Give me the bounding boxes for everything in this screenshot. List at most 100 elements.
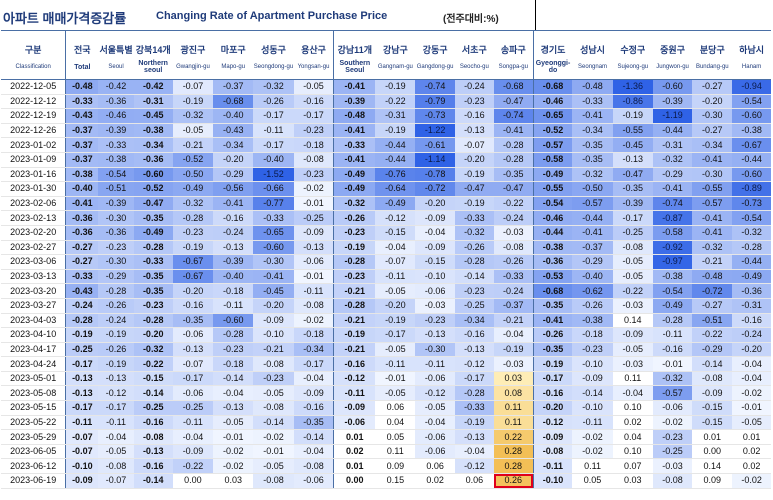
- value-cell: -0.40: [65, 181, 99, 197]
- value-cell: -0.47: [612, 167, 653, 183]
- column-header-en-17: Bundang-gu: [692, 55, 733, 80]
- value-cell: -0.54: [98, 167, 134, 183]
- row-date: 2022-12-05: [1, 79, 66, 95]
- value-cell: -0.79: [415, 94, 455, 110]
- value-cell: -0.13: [415, 327, 455, 343]
- value-cell: -0.04: [213, 385, 254, 402]
- table-row: 2023-04-03 -0.28 -0.24 -0.28 -0.35 -0.60 -0.09…: [1, 313, 771, 329]
- value-cell: -0.15: [692, 400, 733, 416]
- column-header-9: 강남구: [375, 30, 416, 55]
- value-cell: -0.10: [65, 458, 99, 475]
- value-cell: -0.65: [532, 108, 573, 124]
- value-cell: -0.08: [253, 356, 294, 372]
- value-cell: -0.39: [98, 123, 134, 139]
- header-row-english: Classification Total Seoul Northern seoul Gw…: [1, 55, 771, 80]
- value-cell: -0.46: [532, 210, 573, 226]
- value-cell: -0.21: [172, 137, 214, 153]
- value-cell: -0.32: [652, 371, 693, 387]
- value-cell: -0.51: [98, 181, 134, 197]
- value-cell: -0.28: [493, 152, 534, 168]
- value-cell: -0.32: [732, 225, 771, 241]
- value-cell: -0.23: [172, 225, 214, 241]
- table-row: 2023-04-24 -0.17 -0.19 -0.22 -0.07 -0.18 -0.08…: [1, 356, 771, 372]
- value-cell: -0.16: [532, 385, 573, 402]
- value-cell: -0.40: [572, 269, 613, 285]
- value-cell: -0.48: [692, 269, 733, 285]
- value-cell: -0.13: [454, 123, 494, 139]
- value-cell: -0.02: [732, 473, 771, 489]
- value-cell: -0.12: [454, 356, 494, 372]
- value-cell: -0.04: [493, 327, 534, 343]
- value-cell: -0.33: [65, 269, 99, 285]
- table-row: 2023-01-30 -0.40 -0.51 -0.52 -0.49 -0.56 -0.66…: [1, 181, 771, 197]
- value-cell: -0.06: [415, 283, 455, 299]
- value-cell: -0.68: [532, 79, 573, 95]
- value-cell: -0.35: [572, 137, 613, 153]
- value-cell: -0.04: [293, 371, 334, 387]
- value-cell: -0.34: [692, 137, 733, 153]
- value-cell: -0.20: [213, 152, 254, 168]
- value-cell: -0.13: [612, 152, 653, 168]
- value-cell: -0.32: [454, 225, 494, 241]
- value-cell: -0.29: [213, 167, 254, 183]
- value-cell: -0.28: [454, 254, 494, 270]
- row-date: 2023-05-01: [1, 371, 66, 387]
- value-cell: -0.52: [172, 152, 214, 168]
- value-cell: -0.13: [172, 342, 214, 358]
- value-cell: -1.36: [612, 79, 653, 95]
- value-cell: -0.21: [333, 283, 376, 299]
- value-cell: -0.39: [213, 254, 254, 270]
- value-cell: -0.15: [692, 415, 733, 431]
- value-cell: -0.41: [652, 181, 693, 197]
- value-cell: -0.47: [493, 181, 534, 197]
- value-cell: -0.20: [253, 298, 294, 314]
- value-cell: -0.24: [493, 210, 534, 226]
- value-cell: -0.49: [333, 167, 376, 183]
- value-cell: -0.35: [532, 298, 573, 314]
- column-header-en-2: Seoul: [98, 55, 134, 80]
- value-cell: -0.23: [333, 269, 376, 285]
- value-cell: 0.03: [612, 473, 653, 489]
- value-cell: -0.13: [65, 371, 99, 387]
- value-cell: -0.30: [415, 342, 455, 358]
- value-cell: -0.37: [65, 137, 99, 153]
- table-row: 2023-03-27 -0.24 -0.26 -0.23 -0.16 -0.11 -0.20…: [1, 298, 771, 314]
- value-cell: -0.34: [572, 123, 613, 139]
- value-cell: 0.10: [612, 444, 653, 460]
- value-cell: -0.44: [732, 152, 771, 168]
- value-cell: -0.34: [454, 313, 494, 329]
- column-header-8: 강남11개: [333, 30, 376, 55]
- value-cell: -0.01: [375, 371, 416, 387]
- value-cell: -0.09: [415, 240, 455, 256]
- value-cell: -0.19: [98, 356, 134, 372]
- value-cell: -0.24: [98, 313, 134, 329]
- value-cell: -0.01: [732, 400, 771, 416]
- value-cell: -0.10: [572, 400, 613, 416]
- column-header-4: 광진구: [172, 30, 214, 55]
- value-cell: -0.08: [652, 473, 693, 489]
- column-header-en-10: Gangdong-gu: [415, 55, 455, 80]
- column-header-en-12: Songpa-gu: [493, 55, 534, 80]
- value-cell: -0.49: [172, 181, 214, 197]
- value-cell: -0.35: [572, 152, 613, 168]
- value-cell: -0.06: [415, 429, 455, 445]
- value-cell: -0.08: [293, 298, 334, 314]
- value-cell: -0.29: [572, 254, 613, 270]
- value-cell: -0.46: [532, 94, 573, 110]
- value-cell: -0.15: [375, 225, 416, 241]
- value-cell: -0.11: [415, 356, 455, 372]
- value-cell: -0.49: [375, 196, 416, 212]
- value-cell: -0.31: [732, 298, 771, 314]
- value-cell: -0.32: [652, 152, 693, 168]
- value-cell: -0.32: [253, 79, 294, 95]
- column-header-0: 구분: [1, 30, 66, 55]
- value-cell: -0.41: [213, 196, 254, 212]
- value-cell: -0.24: [454, 79, 494, 95]
- value-cell: -0.20: [133, 327, 173, 343]
- value-cell: -0.17: [253, 108, 294, 124]
- value-cell: -0.30: [98, 254, 134, 270]
- value-cell: -0.44: [572, 210, 613, 226]
- value-cell: -0.19: [375, 313, 416, 329]
- value-cell: -0.36: [65, 210, 99, 226]
- row-date: 2023-04-24: [1, 356, 66, 372]
